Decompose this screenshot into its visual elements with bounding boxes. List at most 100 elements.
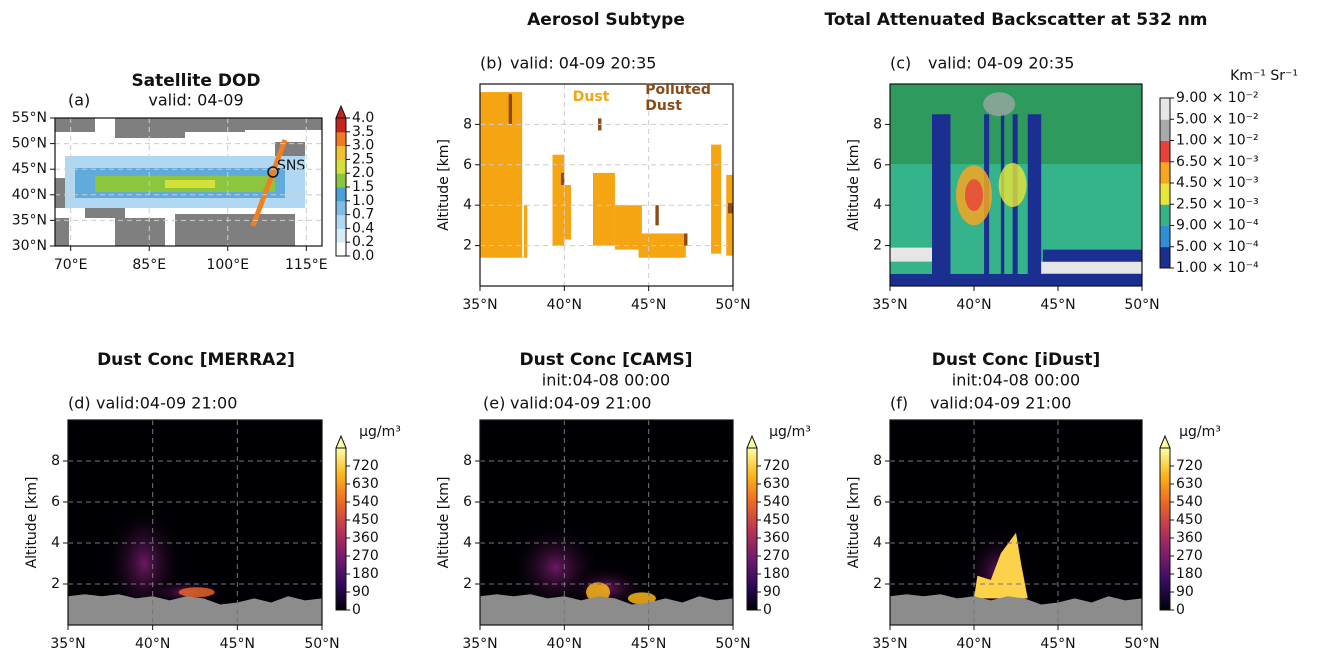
- panel-title: Aerosol Subtype: [527, 10, 685, 30]
- panel-title: Dust Conc [iDust]: [932, 350, 1100, 370]
- colorbar-tick-label: 9.00 × 10⁻²: [1176, 90, 1259, 106]
- panel-label: (c): [890, 54, 911, 73]
- panel-label: (a): [68, 91, 90, 110]
- background-field: [115, 218, 165, 246]
- colorbar-tick-label: 0.4: [352, 220, 374, 236]
- y-tick-label: 40°N: [12, 187, 47, 203]
- colorbar-segment: [1160, 183, 1170, 205]
- axes-frame: [479, 419, 734, 626]
- colorbar-tick-label: 1.0: [352, 193, 374, 209]
- y-tick-label: 2: [463, 576, 472, 592]
- x-tick-label: 40°N: [547, 636, 582, 652]
- y-tick-label: 45°N: [12, 161, 47, 177]
- background-field: [245, 118, 322, 130]
- colorbar: [336, 448, 346, 610]
- init-time: init:04-08 00:00: [952, 371, 1080, 390]
- background-field: [552, 154, 565, 246]
- background-field: [178, 587, 215, 598]
- background-field: [593, 172, 615, 246]
- colorbar-tick-label: 540: [763, 494, 790, 510]
- x-tick-label: 45°N: [1040, 636, 1075, 652]
- panel-subtitle: valid:04-09 21:00: [96, 394, 237, 413]
- annotation: SNS: [277, 158, 305, 174]
- x-tick-label: 45°N: [220, 636, 255, 652]
- colorbar-tick-label: 2.5: [352, 151, 374, 167]
- colorbar-segment: [336, 173, 346, 188]
- axes-frame: [479, 83, 734, 287]
- background-field: [711, 144, 722, 254]
- colorbar-tick-label: 180: [352, 566, 379, 582]
- colorbar-segment: [336, 200, 346, 216]
- panel-title: Dust Conc [MERRA2]: [97, 350, 295, 370]
- colorbar-extend: [1159, 434, 1171, 449]
- panel-subtitle: valid:04-09 21:00: [930, 394, 1071, 413]
- colorbar-tick-label: 360: [763, 530, 790, 546]
- panel-subtitle: valid:04-09 21:00: [510, 394, 651, 413]
- colorbar-tick-label: 90: [352, 584, 370, 600]
- y-axis-label: Altitude [km]: [436, 139, 452, 231]
- colorbar-tick-label: 540: [352, 494, 379, 510]
- plot-area: [890, 420, 1142, 625]
- y-tick-label: 2: [873, 576, 882, 592]
- background-field: [508, 94, 513, 125]
- colorbar-tick-label: 720: [352, 458, 379, 474]
- y-tick-label: 8: [873, 116, 882, 132]
- colorbar-tick-label: 720: [763, 458, 790, 474]
- colorbar-segment: [1160, 98, 1170, 120]
- colorbar-tick-label: 9.00 × 10⁻⁴: [1176, 218, 1259, 234]
- colorbar-segment: [1160, 140, 1170, 163]
- panel-title: Satellite DOD: [131, 71, 260, 91]
- background-field: [480, 92, 523, 258]
- colorbar-tick-label: 5.00 × 10⁻⁴: [1176, 239, 1259, 255]
- y-tick-label: 4: [463, 535, 472, 551]
- y-tick-label: 8: [463, 116, 472, 132]
- background-field: [480, 594, 733, 625]
- background-field: [564, 185, 572, 240]
- colorbar-tick-label: 90: [763, 584, 781, 600]
- x-tick-label: 50°N: [715, 297, 750, 313]
- colorbar-tick-label: 360: [352, 530, 379, 546]
- panel-subtitle: valid: 04-09 20:35: [510, 54, 656, 73]
- colorbar-extend: [746, 434, 758, 449]
- y-tick-label: 2: [51, 576, 60, 592]
- y-tick-label: 4: [463, 197, 472, 213]
- colorbar-units: μg/m³: [769, 424, 811, 440]
- y-tick-label: 50°N: [12, 136, 47, 152]
- x-tick-label: 35°N: [462, 297, 497, 313]
- axes-frame: [54, 117, 323, 247]
- background-field: [965, 179, 983, 212]
- y-tick-label: 4: [873, 535, 882, 551]
- x-tick-label: 50°N: [1124, 297, 1159, 313]
- colorbar-tick-label: 2.0: [352, 165, 374, 181]
- plot-area: [55, 118, 322, 246]
- x-tick-label: 50°N: [1124, 636, 1159, 652]
- background-field: [932, 114, 951, 286]
- x-tick-label: 35°N: [50, 636, 85, 652]
- colorbar-segment: [1160, 225, 1170, 248]
- x-tick-label: 85°E: [132, 257, 166, 273]
- colorbar-tick-label: 0.0: [352, 248, 374, 264]
- colorbar-segment: [336, 242, 346, 257]
- axes-frame: [889, 419, 1143, 626]
- colorbar-tick-label: 450: [352, 512, 379, 528]
- background-field: [560, 172, 565, 185]
- plot-area: [890, 84, 1142, 286]
- y-tick-label: 8: [51, 453, 60, 469]
- colorbar-segment: [336, 228, 346, 243]
- y-tick-label: 4: [873, 197, 882, 213]
- x-tick-label: 40°N: [135, 636, 170, 652]
- x-tick-label: 70°E: [54, 257, 88, 273]
- colorbar-segment: [336, 145, 346, 160]
- y-tick-label: 6: [873, 494, 882, 510]
- colorbar-tick-label: 630: [763, 476, 790, 492]
- panel-label: (f): [890, 394, 908, 413]
- y-tick-label: 2: [463, 238, 472, 254]
- background-field: [250, 139, 288, 227]
- colorbar-tick-label: 2.50 × 10⁻³: [1176, 196, 1259, 212]
- y-axis-label: Altitude [km]: [846, 139, 862, 231]
- x-tick-label: 35°N: [462, 636, 497, 652]
- background-field: [684, 233, 688, 246]
- init-time: init:04-08 00:00: [542, 371, 670, 390]
